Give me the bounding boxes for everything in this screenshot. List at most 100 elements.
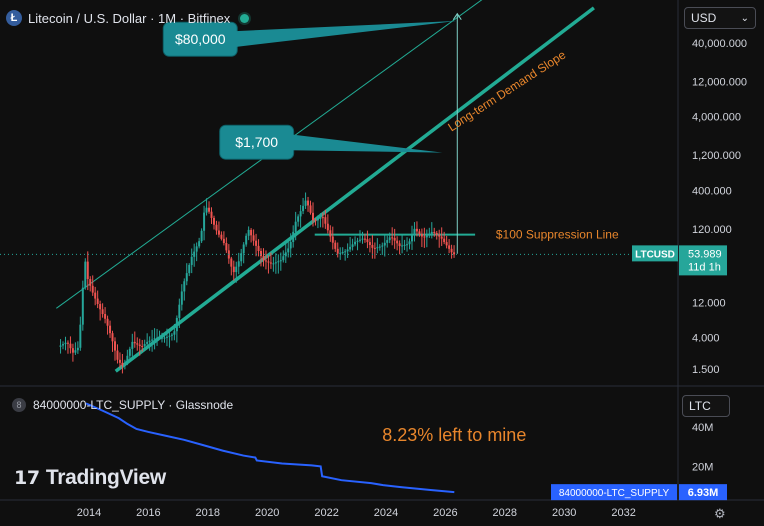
candle-body <box>121 362 124 366</box>
candle-body <box>292 231 295 243</box>
candle-body <box>131 341 134 349</box>
supply-tag-box <box>551 484 677 501</box>
candle-body <box>277 261 280 263</box>
candle-body <box>391 237 394 239</box>
candle-body <box>366 239 369 243</box>
candle-body <box>314 220 317 222</box>
candle-body <box>79 324 82 348</box>
candle-body <box>326 223 329 231</box>
candle-body <box>294 221 297 232</box>
candle-body <box>299 211 302 217</box>
candle-body <box>269 262 272 264</box>
callout-label: $80,000 <box>175 31 226 47</box>
chevron-down-icon: ⌄ <box>740 12 749 24</box>
candle-body <box>173 331 176 335</box>
candle-body <box>104 314 107 319</box>
price-tick-label: 400.000 <box>692 185 732 197</box>
candle-body <box>165 336 168 338</box>
supply-tick-label: 20M <box>692 461 713 473</box>
candle-body <box>351 244 354 247</box>
candle-body <box>84 261 87 288</box>
candle-body <box>69 343 72 349</box>
candle-body <box>336 248 339 254</box>
candle-body <box>101 309 104 315</box>
price-tick-label: 120.000 <box>692 224 732 236</box>
candle-body <box>195 246 198 252</box>
time-tick-label: 2024 <box>374 507 398 519</box>
candle-body <box>230 258 233 267</box>
left-to-mine-label: 8.23% left to mine <box>382 425 526 445</box>
price-tick-label: 1,200.000 <box>692 150 741 162</box>
price-tick-label: 12,000.000 <box>692 77 747 89</box>
candle-body <box>163 337 166 339</box>
candle-body <box>141 346 144 348</box>
market-status-dot <box>240 13 250 23</box>
candle-body <box>126 355 129 363</box>
unit-select[interactable]: LTC <box>682 395 730 417</box>
price-tag-value: 53.989 <box>688 248 722 260</box>
candle-body <box>250 229 253 236</box>
candle-body <box>435 233 438 235</box>
candle-body <box>180 291 183 305</box>
price-tick-label: 4.000 <box>692 333 720 345</box>
candle-body <box>363 238 366 240</box>
candle-body <box>413 228 416 236</box>
candle-body <box>245 235 248 245</box>
candle-body <box>309 205 312 213</box>
candle-body <box>183 281 186 292</box>
time-tick-label: 2028 <box>493 507 517 519</box>
supply-value-label: 6.93M <box>688 487 719 499</box>
candle-body <box>217 230 220 235</box>
candle-body <box>138 344 141 347</box>
candle-body <box>264 260 267 262</box>
candle-body <box>279 260 282 262</box>
candle-body <box>267 261 270 263</box>
candle-body <box>193 251 196 257</box>
candle-body <box>443 238 446 243</box>
candle-body <box>307 200 310 206</box>
candle-body <box>344 251 347 253</box>
price-tag-countdown: 11d 1h <box>688 261 721 273</box>
candle-body <box>428 233 431 236</box>
candle-body <box>156 337 159 339</box>
candle-body <box>178 304 181 318</box>
candle-body <box>378 246 381 248</box>
price-tick-label: 1.500 <box>692 364 720 376</box>
candle-body <box>376 247 379 249</box>
candle-body <box>410 235 413 242</box>
candle-body <box>143 343 146 347</box>
candle-body <box>334 242 337 249</box>
symbol-title[interactable]: Litecoin / U.S. Dollar · 1M · Bitfinex <box>28 10 231 26</box>
candle-body <box>448 245 451 249</box>
candle-body <box>403 244 406 246</box>
candle-body <box>373 247 376 249</box>
candle-body <box>64 342 67 345</box>
suppression-line-label: $100 Suppression Line <box>496 228 619 242</box>
candle-body <box>151 339 154 341</box>
candle-body <box>316 218 319 221</box>
indicator-legend[interactable]: 8 84000000-LTC_SUPPLY · Glassnode <box>12 398 233 412</box>
candle-body <box>133 341 136 344</box>
candle-body <box>450 248 453 253</box>
candle-body <box>401 245 404 247</box>
candle-body <box>212 217 215 225</box>
candle-body <box>203 212 206 231</box>
candle-body <box>170 334 173 336</box>
candle-body <box>66 342 69 344</box>
tradingview-logo[interactable]: 17 TradingView <box>14 466 166 490</box>
candle-body <box>99 303 102 310</box>
candle-body <box>287 248 290 253</box>
candle-body <box>331 236 334 243</box>
candle-body <box>346 249 349 252</box>
candle-body <box>208 207 211 212</box>
indicator-title: 84000000-LTC_SUPPLY · Glassnode <box>33 398 234 412</box>
candle-body <box>289 242 292 249</box>
currency-select[interactable]: USD ⌄ <box>684 7 756 29</box>
gear-icon[interactable]: ⚙ <box>714 506 726 521</box>
time-tick-label: 2030 <box>552 507 576 519</box>
channel-line-upper_channel <box>56 0 483 309</box>
time-tick-label: 2032 <box>611 507 635 519</box>
time-tick-label: 2026 <box>433 507 457 519</box>
